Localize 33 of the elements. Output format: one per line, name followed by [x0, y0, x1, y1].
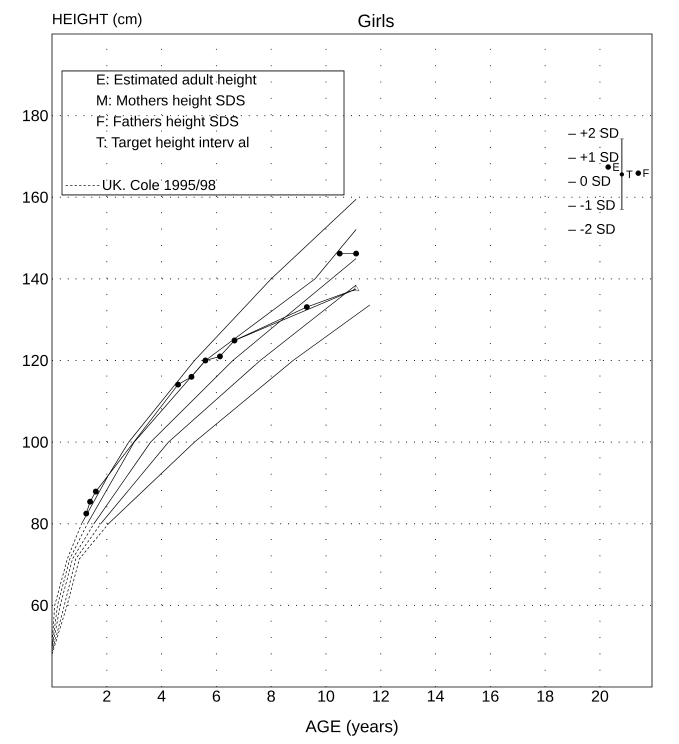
y-tick-label: 120 — [23, 354, 48, 366]
x-tick-label: 6 — [212, 690, 220, 702]
annotation: F — [643, 169, 649, 177]
y-tick-label: 140 — [23, 273, 48, 285]
x-tick-label: 20 — [592, 690, 608, 702]
annotation: – -1 SD — [568, 200, 615, 210]
y-tick-label: 60 — [32, 600, 48, 612]
legend-label: UK. Cole 1995/98 — [103, 179, 216, 190]
annotation: – -2 SD — [568, 224, 615, 234]
y-tick-label: 160 — [23, 192, 48, 203]
x-tick-label: 16 — [482, 690, 499, 702]
annotation: – 0 SD — [568, 176, 610, 186]
chart-title: Girls — [358, 14, 394, 28]
y-tick-label: 180 — [23, 110, 48, 122]
x-tick-label: 4 — [158, 690, 166, 702]
annotation: T — [626, 170, 633, 178]
annotation: E: Estimated adult height — [97, 74, 256, 88]
annotation: E — [613, 163, 620, 171]
annotation: F: Fathers height SDS — [97, 116, 238, 130]
x-tick-label: 14 — [428, 690, 444, 702]
annotation: – +1 SD — [568, 152, 618, 162]
y-tick-label: 100 — [23, 436, 48, 448]
x-tick-label: 2 — [103, 690, 110, 702]
annotation: – +2 SD — [568, 128, 618, 138]
annotation: T: Target height interv al — [96, 136, 248, 150]
x-tick-label: 8 — [267, 690, 275, 702]
annotation: M: Mothers height SDS — [97, 94, 245, 108]
x-axis-title: AGE (years) — [305, 720, 398, 736]
x-tick-label: 10 — [318, 690, 334, 702]
y-axis-title: HEIGHT (cm) — [53, 13, 142, 28]
x-tick-label: 12 — [373, 690, 389, 702]
x-tick-label: 18 — [538, 690, 554, 702]
y-tick-label: 80 — [31, 518, 48, 530]
